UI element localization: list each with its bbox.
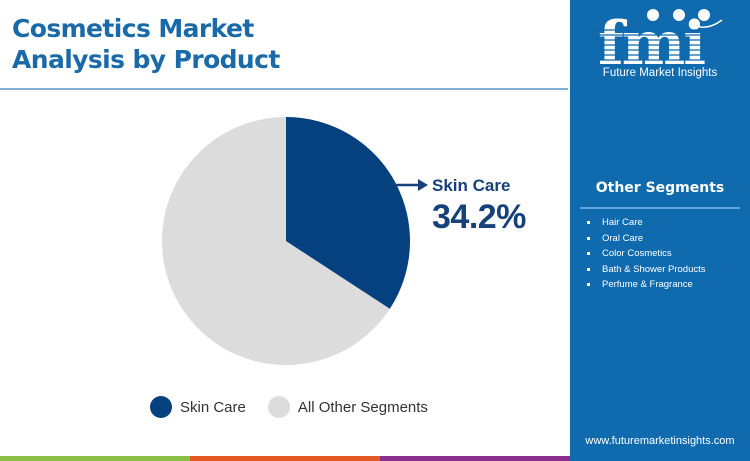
pie-slice-skin-care <box>286 117 410 309</box>
globe-icon-americas <box>647 9 659 21</box>
fmi-logo: fmi <box>596 9 726 68</box>
globe-icon-asia <box>698 9 710 21</box>
bottom-color-bar <box>0 456 570 461</box>
legend-swatch-skin-care <box>150 396 172 418</box>
bullet-icon <box>587 236 590 240</box>
segment-label: Perfume & Fragrance <box>602 279 693 290</box>
arrow-right-icon <box>394 179 428 191</box>
bullet-icon <box>587 267 590 271</box>
bullet-icon <box>587 252 590 256</box>
callout-value: 34.2% <box>432 198 526 236</box>
title-line-2: Analysis by Product <box>12 45 280 74</box>
other-segments-list: Hair Care Oral Care Color Cosmetics Bath… <box>587 215 706 293</box>
bullet-icon <box>587 221 590 225</box>
legend-item-skin-care: Skin Care <box>150 396 246 418</box>
callout-label: Skin Care <box>432 176 511 195</box>
bar-segment-orange <box>190 456 380 461</box>
globe-icon-africa <box>673 9 685 21</box>
side-panel: fmi Future Market Insights Other Segment… <box>570 0 750 461</box>
legend-item-all-other-segments: All Other Segments <box>267 396 428 418</box>
segment-label: Hair Care <box>602 217 643 228</box>
legend-label: Skin Care <box>180 398 246 416</box>
chart-legend: Skin Care All Other Segments <box>150 396 450 418</box>
other-segments-title: Other Segments <box>595 180 725 196</box>
website-link[interactable]: www.futuremarketinsights.com <box>585 435 735 447</box>
list-item: Hair Care <box>587 215 706 231</box>
list-item: Perfume & Fragrance <box>587 277 706 293</box>
segment-label: Oral Care <box>602 232 644 244</box>
bar-segment-purple <box>380 456 570 461</box>
pie-chart <box>162 117 410 365</box>
list-item: Bath & Shower Products <box>587 262 706 278</box>
segment-label: Color Cosmetics <box>602 248 672 259</box>
chart-title: Cosmetics Market Analysis by Product <box>12 13 280 75</box>
list-item: Color Cosmetics <box>587 246 706 262</box>
legend-swatch-other <box>267 396 290 418</box>
title-line-1: Cosmetics Market <box>12 14 254 43</box>
title-divider <box>0 88 568 90</box>
list-item: Oral Care <box>587 231 706 247</box>
bar-segment-green <box>0 456 190 461</box>
logo-subtitle: Future Market Insights <box>602 67 718 79</box>
other-segments-divider <box>580 207 740 209</box>
legend-label: All Other Segments <box>297 398 428 416</box>
bullet-icon <box>587 283 590 287</box>
segment-label: Bath & Shower Products <box>602 263 706 275</box>
